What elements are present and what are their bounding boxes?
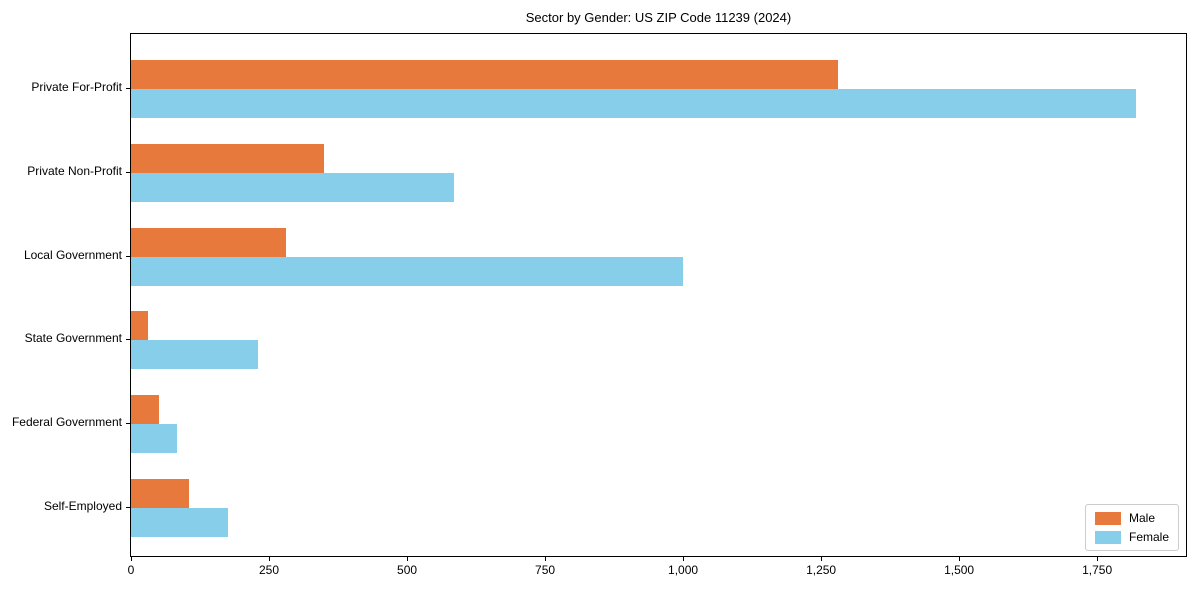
bar-male-1 xyxy=(131,60,838,89)
y-tick-mark xyxy=(126,256,130,257)
y-axis-labels: Private For-Profit Private Non-Profit Loca… xyxy=(0,33,122,557)
y-tick-mark xyxy=(126,339,130,340)
x-tick-mark xyxy=(407,557,409,561)
x-tick-mark xyxy=(131,557,132,561)
chart-title: Sector by Gender: US ZIP Code 11239 (202… xyxy=(525,10,792,25)
x-tick-mark xyxy=(683,557,685,561)
x-tick-label: 1,000 xyxy=(668,563,699,577)
bar-female-2 xyxy=(131,173,454,202)
bar-male-6 xyxy=(131,479,189,508)
bar-female-4 xyxy=(131,340,258,369)
x-tick-mark xyxy=(959,557,961,561)
bar-female-5 xyxy=(131,424,177,453)
x-tick-mark xyxy=(1097,557,1099,561)
bar-male-2 xyxy=(131,144,325,173)
y-tick-label: Local Government xyxy=(23,248,122,262)
bar-female-1 xyxy=(131,89,1136,118)
bar-male-4 xyxy=(131,311,148,340)
bar-male-5 xyxy=(131,395,159,424)
x-tick-label: 1,500 xyxy=(944,563,975,577)
legend-swatch-male xyxy=(1094,511,1121,525)
bar-female-6 xyxy=(131,508,228,537)
plot-area: Male Female xyxy=(130,33,1187,557)
y-tick-label: State Government xyxy=(24,331,122,345)
x-tick-label: 1,250 xyxy=(806,563,837,577)
y-tick-mark xyxy=(126,423,130,424)
y-tick-label: Self-Employed xyxy=(43,499,122,513)
legend-label: Female xyxy=(1128,530,1169,544)
bar-female-3 xyxy=(131,257,684,286)
y-tick-label: Private Non-Profit xyxy=(27,164,122,178)
bar-male-3 xyxy=(131,228,286,257)
x-tick-label: 250 xyxy=(259,563,280,577)
x-tick-label: 0 xyxy=(127,563,135,577)
legend-entry-male: Male xyxy=(1094,511,1169,525)
y-tick-mark xyxy=(126,172,130,173)
x-tick-label: 500 xyxy=(397,563,418,577)
y-tick-mark xyxy=(126,507,130,508)
x-tick-mark xyxy=(821,557,823,561)
x-tick-mark xyxy=(269,557,271,561)
x-tick-mark xyxy=(545,557,547,561)
y-tick-mark xyxy=(126,88,130,89)
legend-entry-female: Female xyxy=(1094,530,1169,544)
legend: Male Female xyxy=(1084,504,1179,551)
x-tick-label: 750 xyxy=(535,563,556,577)
legend-swatch-female xyxy=(1094,530,1121,544)
y-tick-label: Federal Government xyxy=(11,415,122,429)
legend-label: Male xyxy=(1128,511,1155,525)
x-tick-label: 1,750 xyxy=(1082,563,1113,577)
y-tick-label: Private For-Profit xyxy=(31,80,122,94)
